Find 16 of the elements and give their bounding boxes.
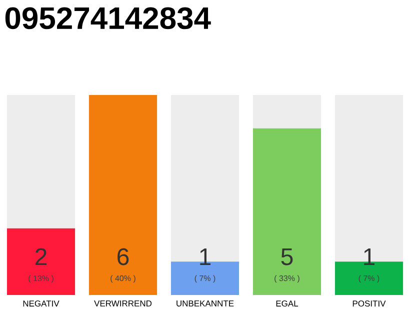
x-tick-label: POSITIV bbox=[352, 300, 386, 307]
data-label: 6 bbox=[118, 248, 129, 266]
annotation: ( 33% ) bbox=[274, 275, 300, 283]
annotation: ( 40% ) bbox=[110, 275, 136, 283]
data-label: 5 bbox=[281, 248, 293, 266]
data-label: 2 bbox=[36, 248, 46, 265]
x-tick-label: UNBEKANNTE bbox=[176, 300, 234, 306]
data-label: 1 bbox=[364, 248, 374, 265]
annotation: ( 13% ) bbox=[28, 275, 54, 283]
data-label: 1 bbox=[200, 248, 210, 265]
annotation: ( 7% ) bbox=[358, 275, 380, 283]
x-tick-label: EGAL bbox=[276, 300, 298, 307]
annotation: ( 7% ) bbox=[194, 275, 216, 283]
x-tick-label: VERWIRREND bbox=[94, 300, 152, 306]
x-tick-label: NEGATIV bbox=[23, 300, 60, 307]
chart-title: 095274142834 bbox=[5, 7, 211, 30]
